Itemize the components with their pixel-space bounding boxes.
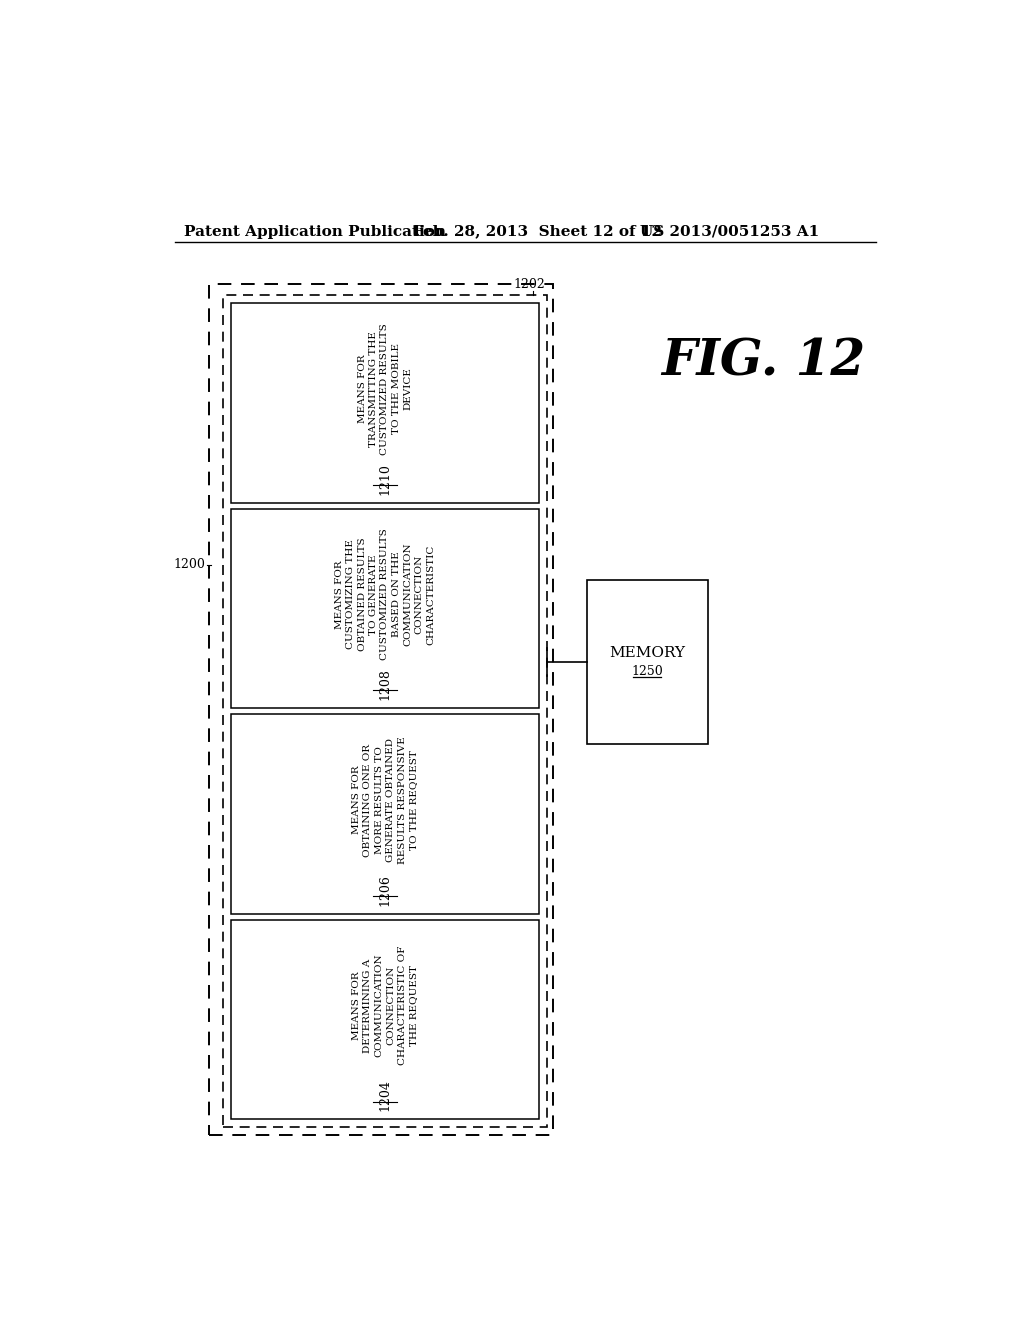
Text: 1250: 1250 bbox=[632, 665, 664, 677]
Text: 1202: 1202 bbox=[513, 277, 545, 290]
Text: FIG. 12: FIG. 12 bbox=[662, 338, 865, 387]
Bar bbox=[231, 508, 539, 708]
Text: 1200: 1200 bbox=[174, 558, 206, 572]
Text: US 2013/0051253 A1: US 2013/0051253 A1 bbox=[640, 224, 819, 239]
Text: Patent Application Publication: Patent Application Publication bbox=[183, 224, 445, 239]
Text: 1208: 1208 bbox=[379, 668, 391, 700]
Bar bbox=[231, 304, 539, 503]
Bar bbox=[231, 714, 539, 913]
Text: MEANS FOR
OBTAINING ONE OR
MORE RESULTS TO
GENERATE OBTAINED
RESULTS RESPONSIVE
: MEANS FOR OBTAINING ONE OR MORE RESULTS … bbox=[352, 737, 418, 865]
Bar bbox=[223, 296, 547, 1127]
Bar bbox=[587, 581, 708, 743]
Text: 1204: 1204 bbox=[379, 1080, 391, 1111]
Text: MEANS FOR
TRANSMITTING THE
CUSTOMIZED RESULTS
TO THE MOBILE
DEVICE: MEANS FOR TRANSMITTING THE CUSTOMIZED RE… bbox=[357, 323, 413, 455]
Text: MEANS FOR
DETERMINING A
COMMUNICATION
CONNECTION
CHARACTERISTIC OF
THE REQUEST: MEANS FOR DETERMINING A COMMUNICATION CO… bbox=[352, 946, 418, 1065]
Text: 1210: 1210 bbox=[379, 463, 391, 495]
Bar bbox=[231, 920, 539, 1119]
Bar bbox=[209, 284, 553, 1135]
Text: MEMORY: MEMORY bbox=[609, 645, 685, 660]
Text: 1206: 1206 bbox=[379, 874, 391, 906]
Text: MEANS FOR
CUSTOMIZING THE
OBTAINED RESULTS
TO GENERATE
CUSTOMIZED RESULTS
BASED : MEANS FOR CUSTOMIZING THE OBTAINED RESUL… bbox=[335, 528, 435, 660]
Text: Feb. 28, 2013  Sheet 12 of 12: Feb. 28, 2013 Sheet 12 of 12 bbox=[414, 224, 663, 239]
